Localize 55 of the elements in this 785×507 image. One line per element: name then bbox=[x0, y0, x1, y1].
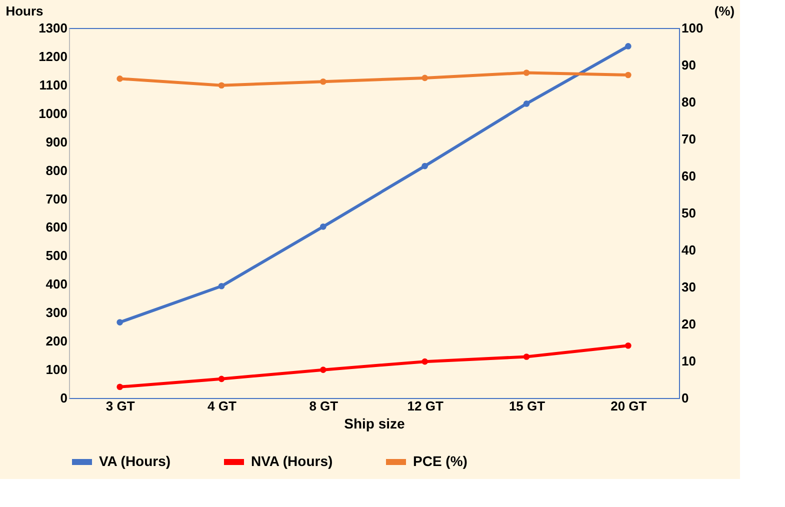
y-axis-title: Hours bbox=[6, 4, 44, 18]
point bbox=[116, 384, 123, 390]
y-tick-label: 1000 bbox=[38, 106, 68, 121]
y2-tick-label: 30 bbox=[682, 280, 696, 294]
point bbox=[116, 319, 123, 326]
x-tick-label: 3 GT bbox=[106, 398, 135, 414]
y2-axis-title: (%) bbox=[714, 4, 735, 18]
y-tick-label: 300 bbox=[46, 305, 68, 320]
y-tick-label: 400 bbox=[46, 276, 68, 292]
point bbox=[422, 162, 428, 170]
y2-tick-label: 70 bbox=[682, 132, 696, 146]
y-tick-label: 1100 bbox=[39, 77, 68, 92]
point bbox=[523, 354, 530, 360]
y2-tick-label: 100 bbox=[682, 20, 704, 36]
point bbox=[116, 76, 123, 82]
y2-tick-label: 0 bbox=[682, 390, 689, 406]
y-tick-label: 1200 bbox=[38, 48, 68, 64]
y2-tick-label: 10 bbox=[682, 354, 696, 368]
y-tick-label: 800 bbox=[46, 162, 68, 178]
y-tick-label: 1300 bbox=[38, 20, 68, 36]
point bbox=[320, 366, 326, 373]
legend-label: VA (Hours) bbox=[99, 453, 171, 469]
y-tick-label: 500 bbox=[46, 248, 68, 264]
point bbox=[625, 43, 632, 50]
point bbox=[523, 100, 530, 107]
x-tick-label: 12 GT bbox=[407, 398, 444, 414]
point bbox=[625, 72, 632, 78]
y2-tick-label: 90 bbox=[682, 58, 696, 72]
legend-label: PCE (%) bbox=[413, 453, 468, 469]
y2-tick-label: 60 bbox=[682, 168, 696, 184]
x-tick-label: 4 GT bbox=[208, 398, 236, 414]
y-tick-label: 100 bbox=[46, 362, 68, 378]
point bbox=[218, 376, 225, 382]
point bbox=[625, 342, 632, 349]
y-tick-label: 0 bbox=[60, 390, 68, 406]
point bbox=[218, 82, 225, 89]
x-tick-label: 20 GT bbox=[610, 398, 647, 414]
x-axis-title: Ship size bbox=[344, 416, 406, 432]
y-tick-label: 200 bbox=[46, 334, 68, 349]
point bbox=[523, 70, 530, 76]
y-tick-label: 600 bbox=[46, 220, 68, 235]
point bbox=[422, 74, 428, 82]
y2-tick-label: 20 bbox=[682, 316, 696, 332]
y-tick-label: 700 bbox=[46, 191, 68, 206]
y2-tick-label: 80 bbox=[682, 94, 696, 110]
point bbox=[320, 224, 326, 230]
x-tick-label: 15 GT bbox=[508, 398, 546, 414]
y2-tick-label: 40 bbox=[682, 242, 696, 258]
point bbox=[320, 78, 326, 85]
point bbox=[218, 282, 225, 290]
point bbox=[422, 358, 428, 365]
x-tick-label: 8 GT bbox=[309, 398, 338, 414]
y2-tick-label: 50 bbox=[682, 206, 696, 220]
legend-label: NVA (Hours) bbox=[251, 453, 333, 469]
y-tick-label: 900 bbox=[46, 134, 68, 150]
